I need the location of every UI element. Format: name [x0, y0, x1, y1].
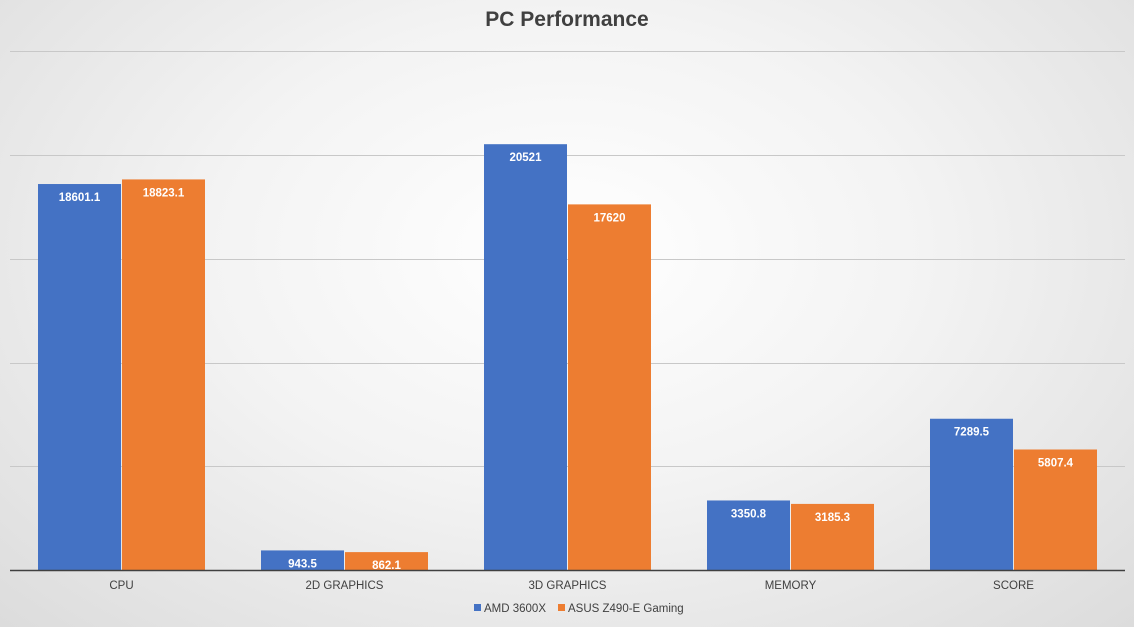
legend-label: ASUS Z490-E Gaming — [568, 603, 684, 615]
data-label: 7289.5 — [954, 427, 990, 439]
data-label: 3185.3 — [815, 512, 850, 524]
bar — [122, 179, 205, 571]
category-label: SCORE — [993, 580, 1034, 592]
data-label: 943.5 — [288, 558, 317, 570]
bar — [1014, 449, 1097, 570]
data-label: 5807.4 — [1038, 457, 1074, 469]
legend-swatch — [558, 604, 565, 611]
bar — [930, 418, 1013, 570]
bar — [261, 550, 344, 570]
chart-title: PC Performance — [485, 8, 649, 31]
data-label: 862.1 — [372, 560, 401, 572]
category-label: 2D GRAPHICS — [306, 580, 384, 592]
bar — [345, 552, 428, 570]
category-label: CPU — [109, 580, 133, 592]
bar — [484, 144, 567, 570]
data-label: 3350.8 — [731, 508, 767, 520]
legend-swatch — [474, 604, 481, 611]
category-label: 3D GRAPHICS — [529, 580, 607, 592]
data-label: 18823.1 — [143, 187, 185, 199]
bar — [38, 184, 121, 571]
data-label: 18601.1 — [59, 192, 101, 204]
bar — [791, 503, 874, 570]
bar — [707, 500, 790, 570]
category-label: MEMORY — [765, 580, 817, 592]
bar — [568, 204, 651, 570]
legend-label: AMD 3600X — [484, 603, 546, 615]
data-label: 17620 — [594, 212, 626, 224]
data-label: 20521 — [510, 152, 543, 164]
